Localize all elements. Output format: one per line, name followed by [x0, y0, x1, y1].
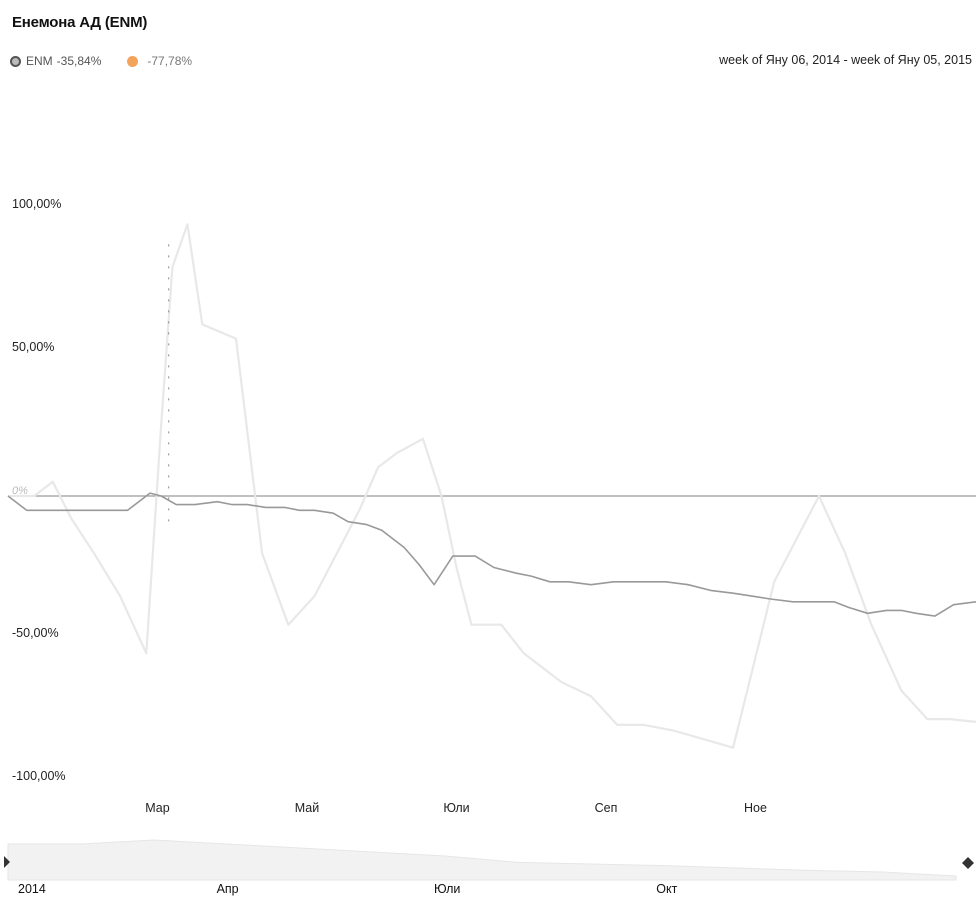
x-tick-label: Мар — [145, 801, 170, 815]
navigator-right-handle-icon[interactable] — [962, 857, 974, 869]
x-tick-label: Юли — [443, 801, 469, 815]
chart-title: Енемона АД (ENM) — [12, 14, 148, 31]
legend-item-enm[interactable]: ENM -35,84% — [10, 54, 101, 68]
navigator-area — [7, 839, 957, 881]
series-line-1[interactable] — [8, 223, 976, 749]
date-range: week of Яну 06, 2014 - week of Яну 05, 2… — [719, 53, 972, 67]
navigator-left-handle-icon[interactable] — [4, 856, 10, 868]
y-tick-label: -100,00% — [12, 769, 66, 783]
legend-series-change: -35,84% — [56, 54, 102, 68]
legend-item-index[interactable]: -77,78% — [127, 54, 192, 68]
y-tick-label: 0% — [12, 485, 28, 497]
navigator-label: Окт — [656, 882, 677, 896]
legend-series-name: ENM — [26, 54, 53, 68]
y-tick-label: -50,00% — [12, 626, 59, 640]
x-tick-label: Сеп — [595, 801, 618, 815]
y-tick-label: 50,00% — [12, 340, 54, 354]
navigator-label: Апр — [217, 882, 239, 896]
y-tick-label: 100,00% — [12, 197, 61, 211]
legend-series-change: -77,78% — [147, 54, 193, 68]
series-line-0[interactable] — [7, 492, 976, 617]
navigator-label: Юли — [434, 882, 460, 896]
navigator-label: 2014 — [18, 882, 46, 896]
x-tick-label: Май — [295, 801, 320, 815]
legend-marker-icon — [127, 55, 139, 67]
legend: ENM -35,84% -77,78% — [10, 54, 218, 68]
legend-marker-icon — [10, 55, 21, 67]
x-tick-label: Ное — [744, 801, 767, 815]
